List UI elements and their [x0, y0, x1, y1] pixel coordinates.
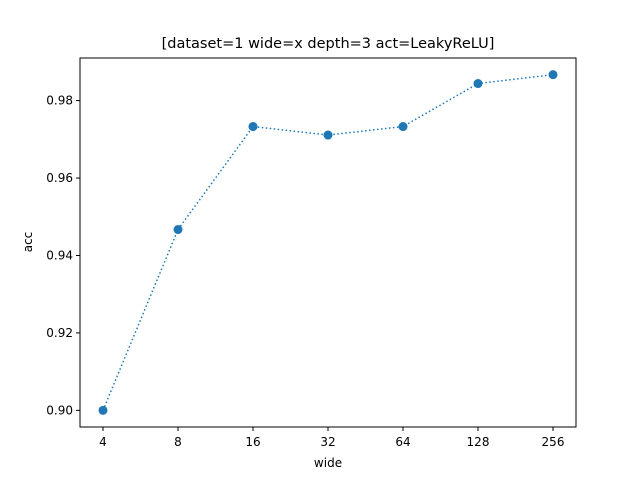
data-point	[398, 122, 408, 132]
y-axis: 0.90 0.92 0.94 0.96 0.98	[46, 94, 80, 417]
data-point	[473, 79, 483, 89]
data-point	[173, 225, 183, 235]
chart-title: [dataset=1 wide=x depth=3 act=LeakyReLU]	[162, 36, 495, 52]
y-tick-label: 0.90	[46, 403, 73, 417]
y-tick-label: 0.98	[46, 94, 73, 108]
x-tick-label: 4	[99, 435, 107, 449]
x-axis: 4 8 16 32 64 128 256	[99, 427, 564, 449]
data-point	[248, 122, 258, 132]
y-tick-label: 0.96	[46, 171, 73, 185]
x-tick-label: 64	[395, 435, 410, 449]
x-tick-label: 16	[245, 435, 260, 449]
y-tick-label: 0.92	[46, 326, 73, 340]
data-point	[323, 130, 333, 140]
data-point	[98, 405, 108, 415]
y-tick-label: 0.94	[46, 248, 73, 262]
y-axis-title: acc	[21, 232, 35, 253]
data-point	[548, 70, 558, 80]
x-tick-label: 256	[542, 435, 565, 449]
x-axis-title: wide	[314, 456, 342, 470]
x-tick-label: 32	[320, 435, 335, 449]
data-points	[98, 70, 558, 415]
x-tick-label: 8	[174, 435, 182, 449]
x-tick-label: 128	[467, 435, 490, 449]
